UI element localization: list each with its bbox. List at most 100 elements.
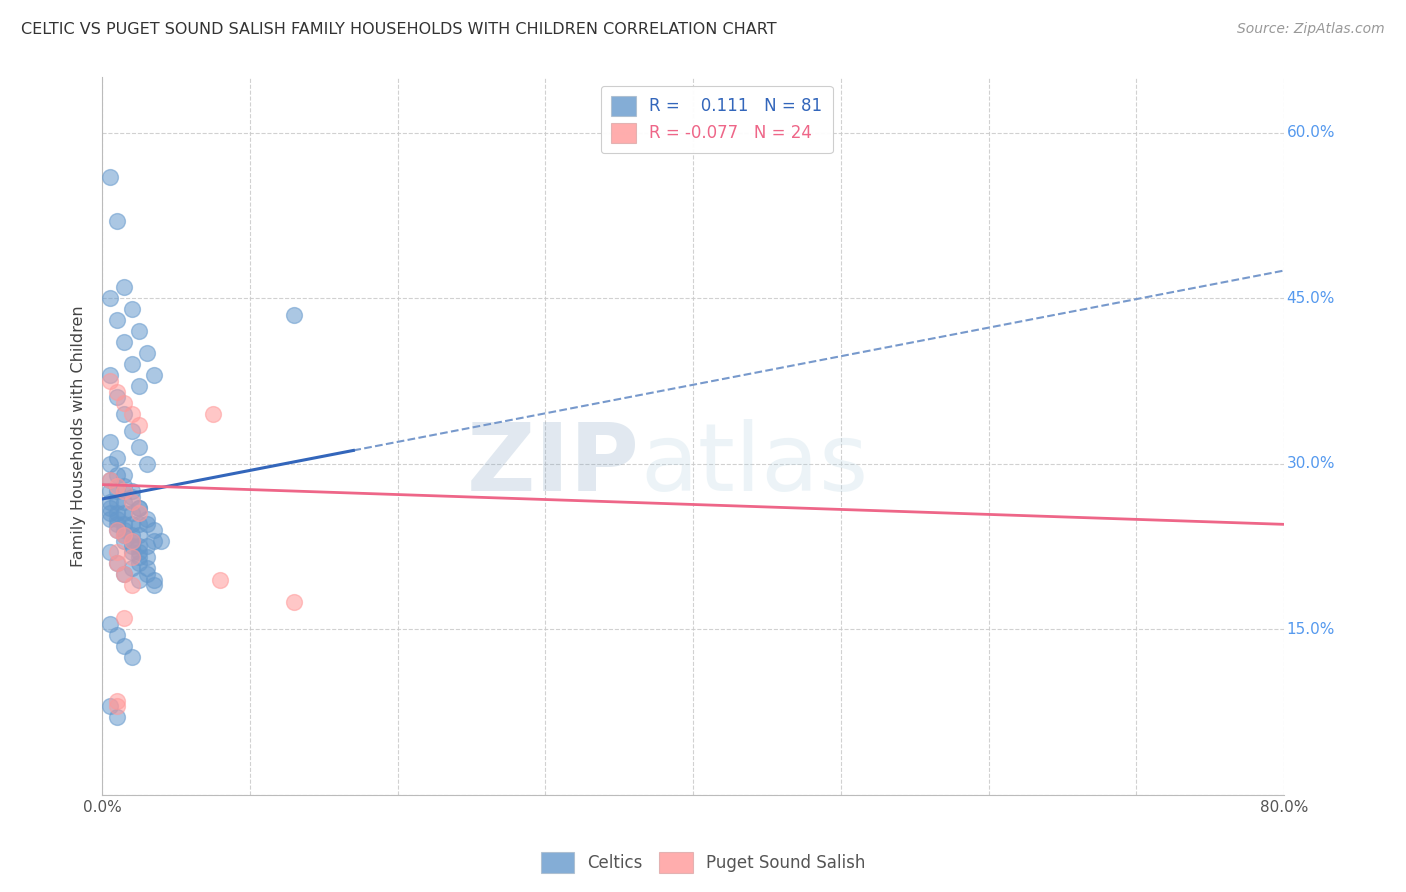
Point — [121, 649, 143, 664]
Point — [105, 628, 128, 642]
Point — [128, 556, 150, 570]
Text: 30.0%: 30.0% — [1286, 456, 1334, 471]
Point — [105, 479, 128, 493]
Point — [135, 457, 157, 471]
Point — [121, 533, 143, 548]
Point — [105, 699, 128, 714]
Point — [135, 517, 157, 532]
Point — [98, 699, 121, 714]
Point — [112, 467, 135, 482]
Point — [112, 533, 135, 548]
Point — [128, 573, 150, 587]
Point — [121, 484, 143, 499]
Point — [202, 407, 225, 421]
Point — [98, 457, 121, 471]
Point — [112, 528, 135, 542]
Point — [112, 528, 135, 542]
Point — [150, 533, 173, 548]
Point — [112, 523, 135, 537]
Point — [112, 479, 135, 493]
Point — [121, 561, 143, 575]
Point — [128, 540, 150, 554]
Point — [105, 523, 128, 537]
Point — [112, 495, 135, 509]
Point — [135, 561, 157, 575]
Point — [98, 495, 121, 509]
Point — [142, 533, 165, 548]
Point — [105, 523, 128, 537]
Point — [121, 528, 143, 542]
Point — [121, 578, 143, 592]
Point — [98, 291, 121, 305]
Point — [105, 710, 128, 724]
Point — [105, 214, 128, 228]
Point — [121, 495, 143, 509]
Point — [105, 517, 128, 532]
Point — [105, 391, 128, 405]
Point — [105, 495, 128, 509]
Point — [121, 490, 143, 504]
Point — [98, 545, 121, 559]
Point — [112, 506, 135, 520]
Point — [105, 512, 128, 526]
Point — [112, 484, 135, 499]
Point — [112, 611, 135, 625]
Point — [112, 639, 135, 653]
Point — [98, 169, 121, 184]
Point — [105, 384, 128, 399]
Text: 45.0%: 45.0% — [1286, 291, 1334, 306]
Point — [121, 517, 143, 532]
Point — [105, 694, 128, 708]
Point — [112, 396, 135, 410]
Point — [209, 573, 232, 587]
Point — [121, 545, 143, 559]
Point — [98, 434, 121, 449]
Point — [98, 473, 121, 487]
Point — [142, 368, 165, 383]
Text: 60.0%: 60.0% — [1286, 125, 1334, 140]
Point — [128, 417, 150, 432]
Point — [121, 506, 143, 520]
Point — [283, 308, 305, 322]
Point — [98, 484, 121, 499]
Point — [112, 280, 135, 294]
Point — [121, 533, 143, 548]
Point — [142, 578, 165, 592]
Point — [135, 540, 157, 554]
Point — [105, 506, 128, 520]
Point — [112, 517, 135, 532]
Point — [105, 313, 128, 327]
Text: CELTIC VS PUGET SOUND SALISH FAMILY HOUSEHOLDS WITH CHILDREN CORRELATION CHART: CELTIC VS PUGET SOUND SALISH FAMILY HOUS… — [21, 22, 776, 37]
Point — [112, 407, 135, 421]
Point — [105, 556, 128, 570]
Point — [98, 506, 121, 520]
Point — [112, 567, 135, 582]
Point — [128, 324, 150, 338]
Point — [98, 473, 121, 487]
Point — [283, 594, 305, 608]
Point — [142, 573, 165, 587]
Point — [142, 523, 165, 537]
Point — [128, 506, 150, 520]
Point — [98, 374, 121, 388]
Legend: Celtics, Puget Sound Salish: Celtics, Puget Sound Salish — [534, 846, 872, 880]
Point — [128, 440, 150, 454]
Point — [121, 407, 143, 421]
Point — [105, 451, 128, 466]
Point — [135, 550, 157, 565]
Text: 15.0%: 15.0% — [1286, 622, 1334, 637]
Point — [112, 335, 135, 350]
Point — [105, 556, 128, 570]
Point — [121, 540, 143, 554]
Point — [98, 500, 121, 515]
Text: ZIP: ZIP — [467, 418, 640, 511]
Point — [121, 550, 143, 565]
Point — [105, 545, 128, 559]
Point — [98, 616, 121, 631]
Point — [98, 368, 121, 383]
Point — [121, 357, 143, 371]
Point — [135, 346, 157, 360]
Point — [128, 500, 150, 515]
Point — [128, 379, 150, 393]
Text: Source: ZipAtlas.com: Source: ZipAtlas.com — [1237, 22, 1385, 37]
